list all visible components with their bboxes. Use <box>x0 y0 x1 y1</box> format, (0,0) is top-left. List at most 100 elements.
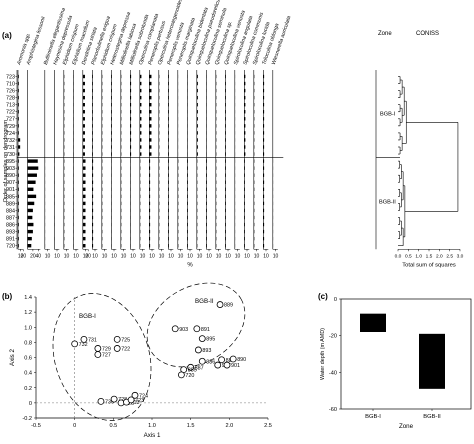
abundance-bar <box>187 244 188 248</box>
abundance-bar <box>196 103 198 107</box>
abundance-bar <box>111 95 112 100</box>
abundance-bar <box>18 88 19 93</box>
abundance-bar <box>177 173 179 177</box>
abundance-bar <box>225 145 226 149</box>
tick-label: 10 <box>216 253 222 259</box>
abundance-bar <box>206 166 207 170</box>
abundance-bar <box>120 222 122 227</box>
abundance-bar <box>158 81 160 86</box>
abundance-bar <box>215 152 217 156</box>
abundance-bar <box>244 173 245 177</box>
abundance-bar <box>158 88 160 93</box>
abundance-bar <box>168 81 169 86</box>
abundance-bar <box>18 159 19 163</box>
abundance-bar <box>215 166 217 170</box>
abundance-bar <box>111 81 112 86</box>
abundance-bar <box>27 244 32 248</box>
abundance-bar <box>168 145 169 149</box>
abundance-bar <box>168 117 169 121</box>
abundance-bar <box>187 187 188 191</box>
abundance-bar <box>168 166 169 170</box>
sample-label: 903 <box>6 166 15 172</box>
tick-label: 1.0 <box>415 253 422 259</box>
abundance-bar <box>206 229 207 234</box>
abundance-bar <box>63 152 65 156</box>
abundance-bar <box>139 95 142 100</box>
abundance-bar <box>158 152 160 156</box>
abundance-bar <box>149 229 151 234</box>
abundance-bar <box>263 74 265 79</box>
abundance-bar <box>196 159 198 163</box>
tick-label: 10 <box>254 253 260 259</box>
abundance-bar <box>168 215 169 220</box>
y-tick-label: -40 <box>329 370 337 376</box>
abundance-bar <box>111 103 112 107</box>
abundance-bar <box>18 208 19 213</box>
abundance-bar <box>139 236 141 241</box>
abundance-bar <box>215 88 217 93</box>
panel-b-ordination-scatter: (b) -0.5 0 0.5 1.0 1.5 2.0 2.5 -0.2 0 0.2 0.4 0.6 0.8… <box>2 282 272 439</box>
sample-label: 722 <box>6 110 15 116</box>
abundance-bar <box>225 215 226 220</box>
abundance-bar <box>139 166 141 170</box>
abundance-bar <box>244 110 246 114</box>
abundance-bar <box>196 194 198 199</box>
abundance-bar <box>120 74 122 79</box>
abundance-bar <box>253 236 255 241</box>
abundance-bar <box>82 180 86 184</box>
abundance-bar <box>206 194 207 199</box>
abundance-bar <box>215 215 217 220</box>
y-tick-label: -20 <box>329 334 337 340</box>
abundance-bar <box>139 103 142 107</box>
abundance-bar <box>63 124 65 128</box>
abundance-bar <box>130 88 132 93</box>
abundance-bar <box>120 194 122 199</box>
tick-label: 0.5 <box>405 253 412 259</box>
abundance-bar <box>206 173 207 177</box>
abundance-bar <box>253 124 255 128</box>
abundance-bar <box>177 187 179 191</box>
abundance-bar <box>168 159 169 163</box>
abundance-bar <box>82 110 85 114</box>
abundance-bar <box>225 208 226 213</box>
sample-label: 887 <box>6 215 15 221</box>
abundance-bar <box>101 110 103 114</box>
abundance-bar <box>92 110 93 114</box>
abundance-bar <box>82 95 85 100</box>
scatter-point <box>198 335 206 342</box>
abundance-bar <box>149 194 151 199</box>
abundance-bar <box>168 88 169 93</box>
abundance-bar <box>263 215 265 220</box>
abundance-bar <box>149 88 152 93</box>
abundance-bar <box>158 236 160 241</box>
abundance-bar <box>92 81 93 86</box>
abundance-bar <box>63 88 65 93</box>
abundance-bar <box>158 110 160 114</box>
abundance-bar <box>92 117 93 121</box>
abundance-bar <box>225 117 226 121</box>
point-label: 720 <box>185 373 194 379</box>
abundance-bar <box>111 110 112 114</box>
abundance-bar <box>27 187 34 191</box>
point-label: 732 <box>79 342 88 348</box>
abundance-bar <box>101 138 103 142</box>
abundance-bar <box>18 74 19 79</box>
abundance-bar <box>263 145 265 149</box>
abundance-bar <box>130 81 132 86</box>
abundance-bar <box>120 95 122 100</box>
abundance-bar <box>263 173 265 177</box>
abundance-bar <box>149 124 152 128</box>
abundance-bar <box>18 152 20 156</box>
abundance-bar <box>158 166 160 170</box>
abundance-bar <box>158 124 160 128</box>
abundance-bar <box>244 187 245 191</box>
abundance-bar <box>158 187 160 191</box>
point-label: 730 <box>105 399 114 405</box>
abundance-bar <box>206 180 207 184</box>
scatter-point <box>113 345 121 352</box>
tick-label: 10 <box>102 253 108 259</box>
tick-label: 10 <box>244 253 250 259</box>
sample-label: 886 <box>6 222 15 228</box>
abundance-bar <box>177 222 179 227</box>
abundance-bar <box>263 236 265 241</box>
